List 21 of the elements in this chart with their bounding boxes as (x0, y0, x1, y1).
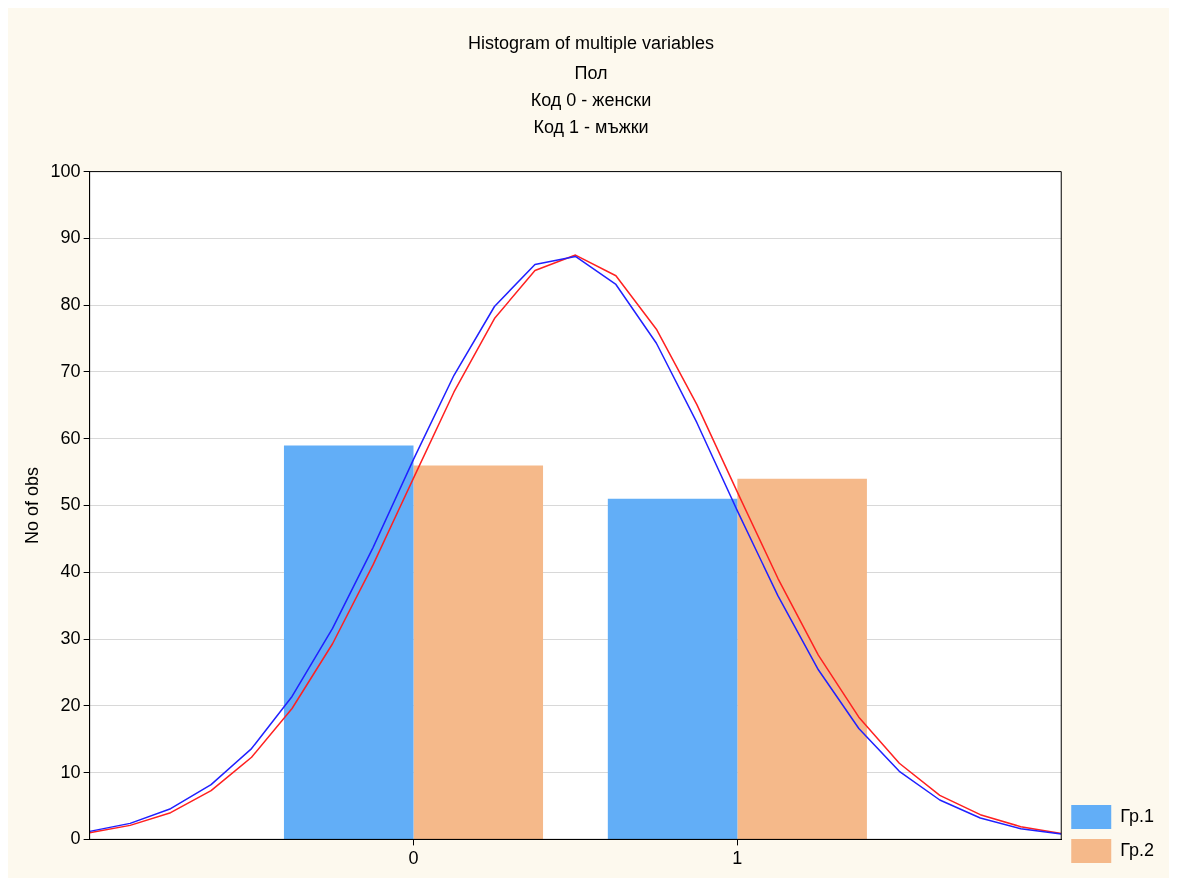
y-tick-label: 30 (60, 628, 81, 649)
y-tick-label: 20 (60, 694, 81, 715)
legend-label: Гр.1 (1120, 805, 1155, 826)
y-tick-label: 90 (60, 227, 81, 248)
y-tick-label: 80 (60, 294, 81, 315)
bar (737, 478, 867, 839)
chart-subtitle: Пол Код 0 - женски Код 1 - мъжки (530, 63, 652, 138)
bar (283, 445, 414, 839)
bar (607, 498, 738, 839)
y-axis-title: No of obs (21, 466, 42, 545)
x-tick-label: 1 (732, 848, 743, 869)
legend-label: Гр.2 (1120, 839, 1155, 860)
y-tick-label: 50 (60, 494, 81, 515)
y-tick-label: 100 (50, 160, 81, 181)
y-tick-label: 0 (70, 828, 81, 849)
chart-title: Histogram of multiple variables (467, 32, 715, 53)
y-tick-label: 60 (60, 427, 81, 448)
y-tick-label: 70 (60, 360, 81, 381)
y-tick-label: 10 (60, 761, 81, 782)
y-tick-label: 40 (60, 561, 81, 582)
bar (413, 465, 544, 839)
